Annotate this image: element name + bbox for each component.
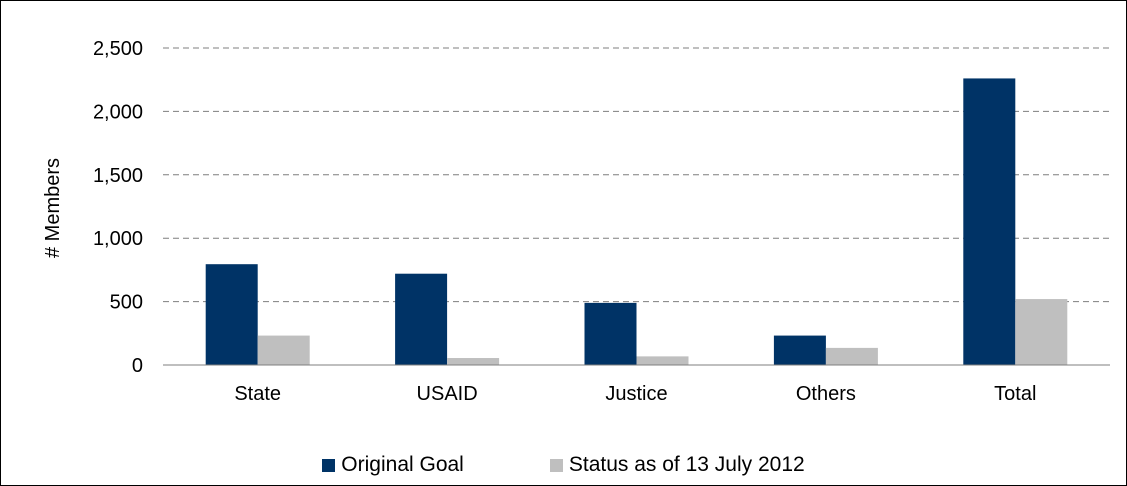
x-tick-label: State — [234, 383, 281, 405]
x-tick-label: USAID — [417, 383, 478, 405]
legend-item: Status as of 13 July 2012 — [549, 453, 805, 477]
gridlines — [163, 47, 1110, 303]
legend: Original Goal Status as of 13 July 2012 — [0, 450, 1127, 480]
y-tick-label: 1,500 — [93, 165, 143, 187]
y-axis-title: # Members — [42, 158, 64, 258]
bar-original-goal-state — [205, 264, 258, 365]
bar-status-as-of-13-july-2012-justice — [636, 356, 689, 365]
x-tick-label: Total — [994, 383, 1036, 405]
legend-label: Original Goal — [341, 453, 464, 476]
legend-swatch — [322, 458, 336, 472]
x-tick-label: Others — [796, 383, 856, 405]
bar-status-as-of-13-july-2012-usaid — [447, 358, 500, 365]
y-tick-labels: 0 500 1,000 1,500 2,000 2,500 — [93, 38, 143, 377]
y-tick-label: 500 — [110, 292, 143, 314]
bar-original-goal-justice — [584, 302, 637, 365]
x-tick-label: Justice — [605, 383, 667, 405]
legend-swatch — [549, 458, 563, 472]
y-tick-label: 1,000 — [93, 228, 143, 250]
bars — [205, 78, 1068, 365]
legend-label: Status as of 13 July 2012 — [568, 453, 805, 476]
bar-chart: 0 500 1,000 1,500 2,000 2,500 State USAID Justi… — [42, 38, 1110, 405]
legend-item: Original Goal — [322, 453, 464, 477]
bar-original-goal-total — [963, 78, 1016, 365]
y-tick-label: 2,000 — [93, 101, 143, 123]
y-tick-label: 0 — [132, 355, 143, 377]
bar-original-goal-usaid — [395, 273, 448, 365]
bar-status-as-of-13-july-2012-others — [825, 347, 878, 365]
bar-original-goal-others — [773, 335, 826, 365]
y-tick-label: 2,500 — [93, 38, 143, 60]
bar-status-as-of-13-july-2012-total — [1015, 299, 1068, 365]
x-tick-labels: State USAID Justice Others Total — [234, 383, 1036, 405]
bar-status-as-of-13-july-2012-state — [257, 335, 310, 365]
